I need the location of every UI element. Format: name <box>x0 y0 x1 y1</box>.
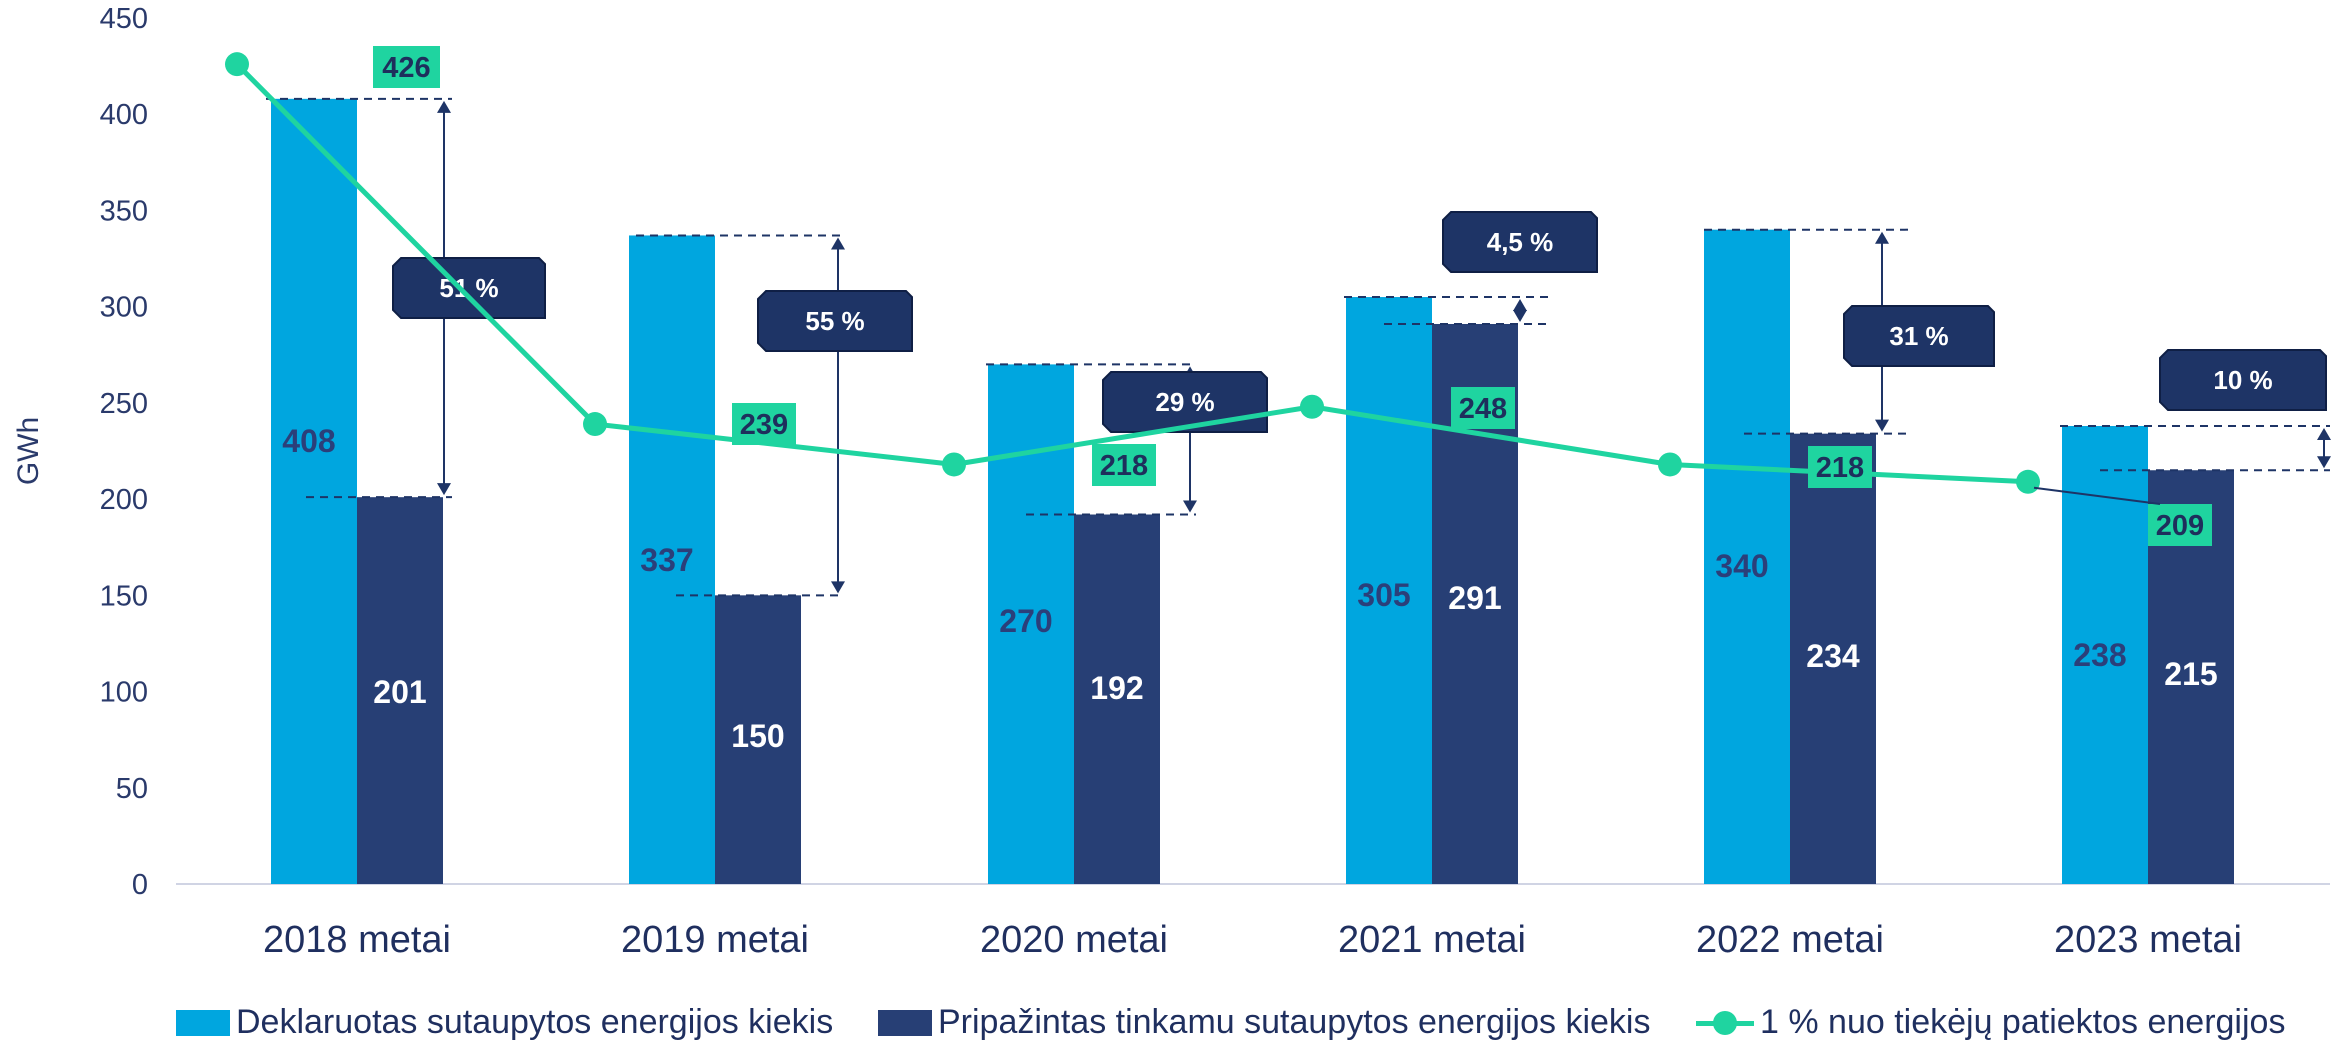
y-tick-label: 150 <box>100 580 148 612</box>
line-value-box <box>2148 504 2212 546</box>
arrowhead-down <box>437 483 451 496</box>
arrowhead-down <box>1513 309 1527 322</box>
y-tick-label: 300 <box>100 292 148 324</box>
bar-value-declared: 238 <box>2073 637 2126 673</box>
legend-label-one-percent: 1 % nuo tiekėjų patiektos energijos <box>1760 1003 2286 1041</box>
bar-value-accepted: 192 <box>1090 670 1143 706</box>
x-tick-label: 2022 metai <box>1696 919 1884 961</box>
line-value-box <box>732 403 796 445</box>
one-percent-line <box>235 62 2029 485</box>
line-value-label: 239 <box>740 409 788 441</box>
one-percent-point <box>1658 452 1682 477</box>
y-tick-label: 50 <box>116 773 148 805</box>
line-value-box <box>1808 446 1872 488</box>
arrowhead-up <box>1875 231 1889 244</box>
y-tick-label: 200 <box>100 484 148 516</box>
bar-value-accepted: 201 <box>373 674 426 710</box>
line-value-label: 209 <box>2156 510 2204 542</box>
difference-callout-box <box>1442 211 1598 273</box>
bars <box>271 98 2234 885</box>
bar-value-declared: 340 <box>1715 548 1768 584</box>
bar-accepted <box>715 595 801 884</box>
legend-item-one-percent: 1 % nuo tiekėjų patiektos energijos <box>1696 1000 2285 1045</box>
bar-declared <box>629 235 715 884</box>
difference-callout-box <box>1843 305 1995 367</box>
difference-label: 55 % <box>805 306 864 336</box>
y-tick-label: 350 <box>100 195 148 227</box>
difference-callout-box <box>2159 349 2327 411</box>
arrowhead-down <box>831 581 845 594</box>
line-value-label: 218 <box>1816 452 1864 484</box>
y-tick-label: 250 <box>100 388 148 420</box>
line-value-box <box>1092 444 1156 486</box>
bar-declared <box>2062 425 2148 884</box>
one-percent-point <box>1300 394 1324 419</box>
difference-callout-box <box>1102 371 1268 433</box>
legend: Deklaruotas sutaupytos energijos kiekis … <box>0 1000 2343 1045</box>
difference-label: 31 % <box>1889 321 1948 351</box>
line-series <box>225 52 2040 494</box>
arrowhead-down <box>1875 419 1889 432</box>
bar-value-declared: 337 <box>640 542 693 578</box>
bar-declared <box>1346 297 1432 884</box>
difference-callout-box <box>392 257 546 319</box>
bar-declared <box>1704 229 1790 884</box>
y-tick-label: 450 <box>100 3 148 35</box>
bar-value-accepted: 215 <box>2164 656 2217 692</box>
difference-label: 29 % <box>1155 387 1214 417</box>
x-tick-label: 2018 metai <box>263 919 451 961</box>
bar-value-accepted: 291 <box>1448 580 1501 616</box>
bar-value-accepted: 150 <box>731 718 784 754</box>
legend-swatch-declared <box>176 1009 230 1036</box>
legend-label-accepted: Pripažintas tinkamu sutaupytos energijos… <box>938 1003 1651 1041</box>
x-tick-label: 2020 metai <box>980 919 1168 961</box>
bar-accepted <box>357 497 443 884</box>
chart: 0 50 100 150 200 250 300 350 400 450 GWh 2018 metai… <box>12 3 2331 961</box>
data-labels: 426 239 218 248 218 209 408 201 337 150 270 192 305 2… <box>282 46 2218 754</box>
legend-item-accepted: Pripažintas tinkamu sutaupytos energijos… <box>878 1000 1650 1045</box>
arrowhead-down <box>1183 500 1197 513</box>
y-axis-title: GWh <box>12 417 45 485</box>
difference-label: 4,5 % <box>1487 227 1554 257</box>
one-percent-point <box>942 452 966 477</box>
x-tick-label: 2019 metai <box>621 919 809 961</box>
difference-annotations: 51 %55 %29 %4,5 %31 %10 % <box>266 97 2331 597</box>
x-tick-label: 2021 metai <box>1338 919 1526 961</box>
bar-value-declared: 270 <box>999 603 1052 639</box>
bar-value-declared: 408 <box>282 423 335 459</box>
line-value-label: 248 <box>1459 393 1507 425</box>
y-tick-label: 400 <box>100 99 148 131</box>
difference-callout-box <box>757 290 913 352</box>
axes: 0 50 100 150 200 250 300 350 400 450 GWh 2018 metai… <box>12 3 2330 961</box>
line-value-box <box>1451 387 1515 429</box>
one-percent-point <box>225 52 249 77</box>
arrowhead-up <box>437 100 451 113</box>
line-value-label: 426 <box>382 52 430 84</box>
arrowhead-up <box>1513 299 1527 312</box>
arrowhead-up <box>2317 427 2331 440</box>
y-tick-label: 100 <box>100 677 148 709</box>
difference-label: 10 % <box>2213 365 2272 395</box>
legend-swatch-accepted <box>878 1009 932 1036</box>
one-percent-point <box>583 412 607 437</box>
y-tick-label: 0 <box>132 869 148 901</box>
line-value-box <box>373 46 440 88</box>
bar-value-accepted: 234 <box>1806 638 1860 674</box>
legend-label-declared: Deklaruotas sutaupytos energijos kiekis <box>236 1003 834 1041</box>
arrowhead-up <box>831 237 845 250</box>
legend-item-declared: Deklaruotas sutaupytos energijos kiekis <box>176 1000 833 1045</box>
bar-accepted <box>1790 433 1876 884</box>
one-percent-point <box>2016 469 2040 494</box>
arrowhead-down <box>2317 456 2331 469</box>
line-label-leader <box>2033 486 2161 505</box>
bar-accepted <box>1074 514 1160 884</box>
line-value-label: 218 <box>1100 450 1148 482</box>
bar-value-declared: 305 <box>1357 577 1410 613</box>
bar-declared <box>271 98 357 885</box>
x-tick-label: 2023 metai <box>2054 919 2242 961</box>
legend-swatch-one-percent <box>1696 1010 1754 1036</box>
